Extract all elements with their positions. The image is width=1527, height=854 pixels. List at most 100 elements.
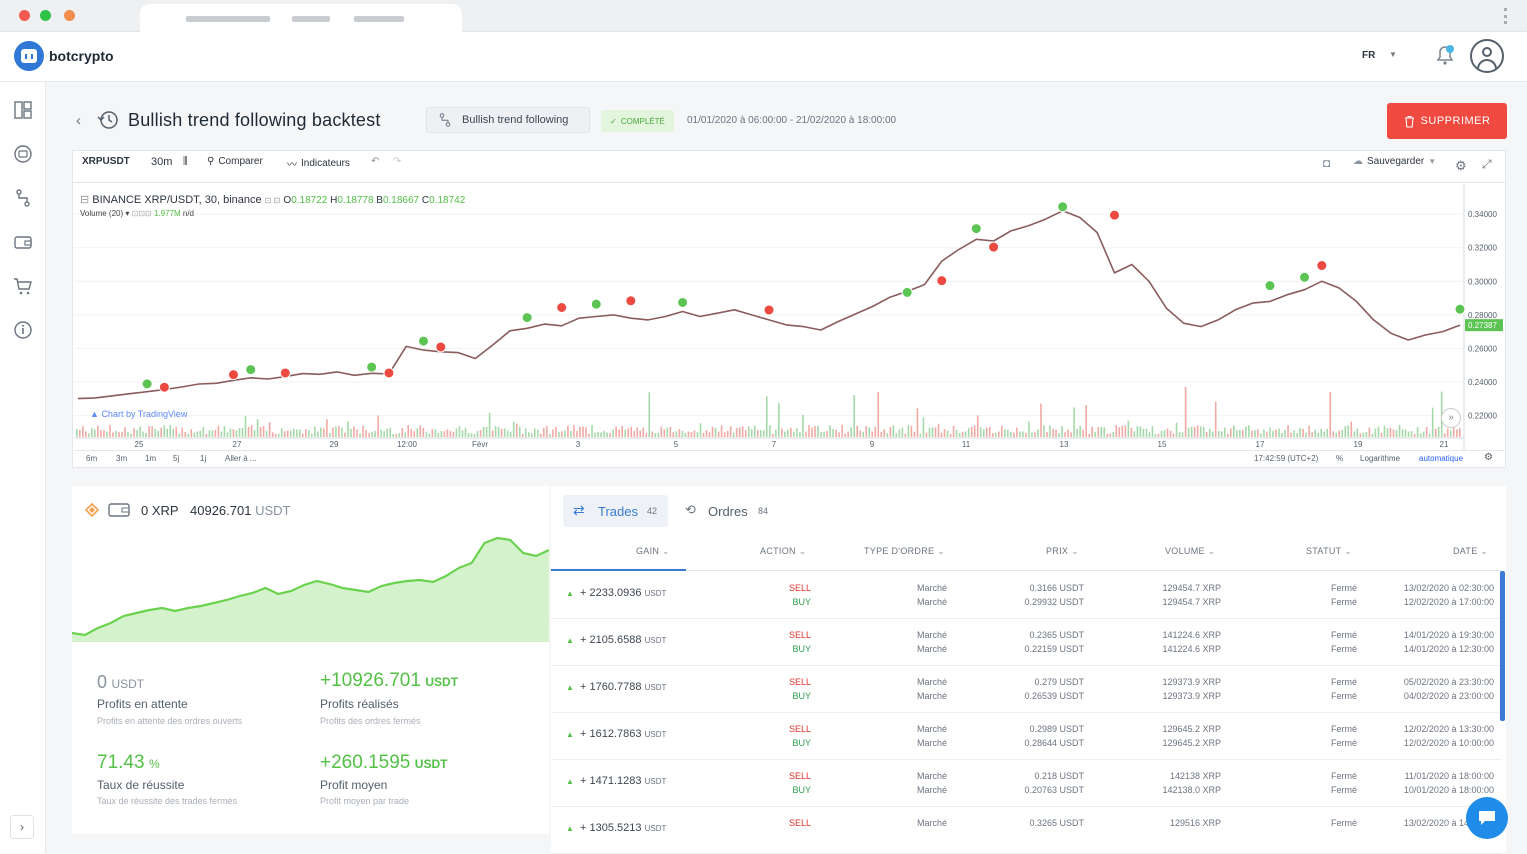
collapse-legend-icon[interactable]: ⊟ bbox=[80, 194, 90, 206]
redo-icon[interactable]: ↷ bbox=[393, 156, 402, 167]
save-layout-button[interactable]: ☁ Sauvegarder ▼ bbox=[1353, 156, 1437, 167]
sell-signal bbox=[435, 341, 447, 353]
column-header-statut[interactable]: STATUT ⌄ bbox=[1306, 546, 1352, 556]
bot-icon[interactable] bbox=[13, 144, 33, 164]
volume-bar bbox=[1115, 425, 1118, 437]
backtest-history-icon bbox=[97, 111, 118, 129]
chevron-down-icon[interactable]: ▼ bbox=[1389, 50, 1397, 59]
volume-bar bbox=[630, 426, 632, 437]
user-avatar-icon[interactable] bbox=[1470, 39, 1504, 73]
volume-bar bbox=[476, 431, 479, 437]
undo-icon[interactable]: ↶ bbox=[371, 156, 380, 167]
indicators-button[interactable]: 〰 Indicateurs bbox=[287, 158, 350, 171]
app-name[interactable]: botcrypto bbox=[49, 48, 114, 64]
table-row[interactable]: ▲ + 1760.7788 USDT SELL BUY Marché Marché 0.2… bbox=[551, 666, 1502, 713]
strategy-path-icon[interactable] bbox=[13, 188, 33, 208]
close-window-dot[interactable] bbox=[19, 10, 30, 21]
volume-bar bbox=[1127, 420, 1130, 437]
minimize-window-dot[interactable] bbox=[64, 10, 75, 21]
volume-bar bbox=[699, 423, 702, 437]
interval-select[interactable]: 30m bbox=[151, 156, 173, 168]
volume-bar bbox=[295, 429, 298, 437]
volume-bar bbox=[1371, 433, 1374, 437]
candles-icon[interactable]: ⫼ bbox=[183, 156, 188, 167]
timestamp[interactable]: 17:42:59 (UTC+2) bbox=[1254, 454, 1319, 463]
botcrypto-logo-icon[interactable] bbox=[14, 41, 44, 71]
volume-bar bbox=[374, 430, 376, 437]
range-button[interactable]: 1j bbox=[200, 454, 207, 463]
sort-chevron-icon: ⌄ bbox=[937, 546, 945, 556]
column-header-prix[interactable]: PRIX ⌄ bbox=[1046, 546, 1079, 556]
volume-bar bbox=[808, 425, 810, 437]
range-button[interactable]: Aller à ... bbox=[225, 454, 257, 463]
tab-trades[interactable]: ⇄ Trades 42 bbox=[563, 495, 668, 527]
table-row[interactable]: ▲ + 1471.1283 USDT SELL BUY Marché Marché 0.2… bbox=[551, 760, 1502, 807]
volume-bar bbox=[1205, 431, 1208, 437]
volume-bar bbox=[687, 431, 690, 437]
volume-bar bbox=[1046, 431, 1048, 437]
auto-toggle[interactable]: automatique bbox=[1419, 454, 1464, 463]
volume-bar bbox=[883, 429, 886, 437]
fullscreen-icon[interactable]: ⤢ bbox=[1482, 157, 1492, 171]
column-header-date[interactable]: DATE ⌄ bbox=[1453, 546, 1489, 556]
volume-bar bbox=[738, 427, 741, 437]
volume-bar bbox=[765, 396, 768, 437]
price-chart[interactable]: 0.34000 0.32000 0.30000 0.28000 0.26000 0.240… bbox=[74, 184, 1504, 466]
volume-bar bbox=[1335, 432, 1338, 437]
volume-bar bbox=[681, 430, 684, 437]
scroll-to-realtime-button[interactable]: » bbox=[1441, 408, 1461, 428]
back-arrow-icon[interactable]: ‹ bbox=[76, 112, 81, 129]
notifications-bell-icon[interactable] bbox=[1432, 42, 1458, 68]
column-header-gain[interactable]: GAIN ⌄ bbox=[636, 546, 670, 556]
tradingview-watermark[interactable]: ▲ Chart by TradingView bbox=[90, 409, 188, 419]
volume-cell: 141224.6 XRP 141224.6 XRP bbox=[1162, 630, 1221, 654]
compare-button[interactable]: ⚲ Comparer bbox=[207, 156, 263, 167]
volume-bar bbox=[1290, 432, 1292, 437]
settings-gear-icon[interactable]: ⚙ bbox=[1455, 158, 1467, 173]
wallet-icon[interactable] bbox=[13, 232, 33, 252]
range-button[interactable]: 5j bbox=[173, 454, 180, 463]
tab-orders[interactable]: ⟲ Ordres 84 bbox=[685, 502, 769, 519]
volume-bar bbox=[142, 431, 144, 437]
stats-grid: 0 USDT Profits en attente Profits en att… bbox=[72, 642, 549, 834]
symbol-select[interactable]: XRPUSDT bbox=[82, 156, 130, 167]
log-toggle[interactable]: Logarithme bbox=[1360, 454, 1401, 463]
table-row[interactable]: ▲ + 1612.7863 USDT SELL BUY Marché Marché 0.2… bbox=[551, 713, 1502, 760]
axis-settings-icon[interactable]: ⚙ bbox=[1484, 452, 1493, 463]
volume-bar bbox=[479, 430, 482, 437]
range-button[interactable]: 1m bbox=[145, 454, 157, 463]
column-header-type-d-ordre[interactable]: TYPE D'ORDRE ⌄ bbox=[864, 546, 945, 556]
volume-bar bbox=[859, 430, 861, 437]
range-button[interactable]: 6m bbox=[86, 454, 98, 463]
table-row[interactable]: ▲ + 2105.6588 USDT SELL BUY Marché Marché 0.2… bbox=[551, 619, 1502, 666]
table-row[interactable]: ▲ + 2233.0936 USDT SELL BUY Marché Marché 0.3… bbox=[551, 572, 1502, 619]
volume-bar bbox=[371, 431, 373, 437]
volume-bar bbox=[160, 427, 162, 437]
expand-sidebar-button[interactable]: › bbox=[10, 815, 34, 839]
column-header-action[interactable]: ACTION ⌄ bbox=[760, 546, 807, 556]
maximize-window-dot[interactable] bbox=[40, 10, 51, 21]
browser-tab[interactable] bbox=[140, 4, 462, 32]
volume-bar bbox=[639, 430, 642, 437]
percent-toggle[interactable]: % bbox=[1336, 454, 1344, 463]
volume-bar bbox=[705, 430, 708, 437]
column-header-volume[interactable]: VOLUME ⌄ bbox=[1165, 546, 1216, 556]
volume-bar bbox=[778, 402, 780, 437]
volume-bar bbox=[1329, 391, 1332, 437]
info-icon[interactable] bbox=[13, 320, 33, 340]
more-vert-icon[interactable] bbox=[1504, 8, 1507, 24]
cart-icon[interactable] bbox=[13, 276, 33, 296]
language-select[interactable]: FR bbox=[1362, 50, 1376, 61]
table-scrollbar[interactable] bbox=[1500, 571, 1505, 721]
delete-button[interactable]: SUPPRIMER bbox=[1387, 103, 1507, 139]
strategy-chip[interactable]: Bullish trend following bbox=[426, 107, 590, 133]
dashboard-icon[interactable] bbox=[13, 100, 33, 120]
strategy-name: Bullish trend following bbox=[462, 114, 569, 126]
chat-button[interactable] bbox=[1466, 797, 1508, 839]
range-button[interactable]: 3m bbox=[116, 454, 128, 463]
volume-bar bbox=[1398, 425, 1401, 437]
volume-bar bbox=[1377, 426, 1380, 437]
table-row[interactable]: ▲ + 1305.5213 USDT SELL Marché 0.3265 USDT 1… bbox=[551, 807, 1502, 854]
camera-icon[interactable]: ◘ bbox=[1323, 156, 1331, 170]
volume-bar bbox=[410, 428, 413, 437]
